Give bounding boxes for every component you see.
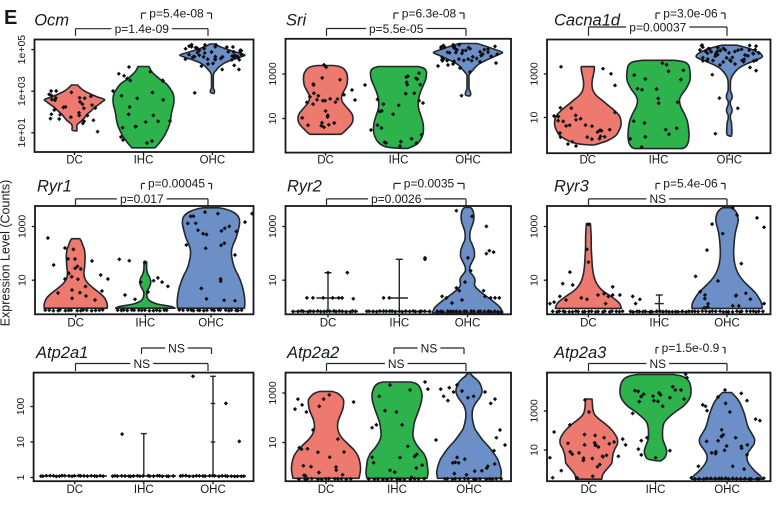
svg-text:Cacna1d: Cacna1d <box>554 12 621 30</box>
svg-text:1e+01: 1e+01 <box>16 118 28 148</box>
svg-text:10: 10 <box>529 274 541 286</box>
svg-text:Ryr1: Ryr1 <box>37 178 72 196</box>
svg-text:DC: DC <box>580 484 597 496</box>
svg-text:1000: 1000 <box>529 215 541 239</box>
svg-text:p=3.0e-06: p=3.0e-06 <box>663 6 718 20</box>
svg-text:E: E <box>4 7 17 29</box>
svg-text:1000: 1000 <box>17 215 29 239</box>
svg-text:Atp2a3: Atp2a3 <box>553 344 607 362</box>
svg-text:DC: DC <box>66 155 83 167</box>
svg-text:NS: NS <box>649 192 666 206</box>
svg-text:Expression Level (Counts): Expression Level (Counts) <box>0 180 13 327</box>
svg-text:OHC: OHC <box>200 155 226 167</box>
svg-text:IHC: IHC <box>646 484 666 496</box>
svg-text:1: 1 <box>15 474 27 480</box>
svg-text:10: 10 <box>529 112 541 124</box>
svg-text:p=0.0035: p=0.0035 <box>404 177 455 191</box>
svg-text:Sri: Sri <box>286 12 308 30</box>
svg-text:IHC: IHC <box>649 155 669 167</box>
svg-text:NS: NS <box>421 341 438 355</box>
svg-text:1e+03: 1e+03 <box>16 76 28 106</box>
svg-text:IHC: IHC <box>389 155 409 167</box>
svg-text:10: 10 <box>267 113 279 125</box>
svg-text:10: 10 <box>267 437 279 449</box>
svg-text:p=0.00037: p=0.00037 <box>629 20 686 34</box>
svg-text:OHC: OHC <box>717 155 743 167</box>
svg-text:p=0.017: p=0.017 <box>120 192 164 206</box>
svg-text:p=5.5e-05: p=5.5e-05 <box>369 22 424 36</box>
svg-text:NS: NS <box>168 341 185 355</box>
svg-text:IHC: IHC <box>134 155 154 167</box>
svg-text:Atp2a2: Atp2a2 <box>286 344 339 362</box>
svg-text:p=0.0026: p=0.0026 <box>371 192 422 206</box>
svg-text:OHC: OHC <box>714 484 740 496</box>
svg-text:DC: DC <box>580 317 597 329</box>
svg-text:NS: NS <box>388 357 405 371</box>
svg-text:OHC: OHC <box>198 317 224 329</box>
svg-text:DC: DC <box>67 317 84 329</box>
svg-text:OHC: OHC <box>200 484 226 496</box>
svg-text:DC: DC <box>317 155 334 167</box>
svg-text:Ocm: Ocm <box>34 12 69 30</box>
svg-text:DC: DC <box>579 155 596 167</box>
svg-text:Ryr2: Ryr2 <box>287 178 322 196</box>
svg-text:DC: DC <box>320 317 337 329</box>
svg-text:1000: 1000 <box>529 62 541 86</box>
svg-text:10: 10 <box>529 444 541 456</box>
svg-text:p=5.4e-08: p=5.4e-08 <box>149 6 204 20</box>
svg-text:DC: DC <box>66 484 83 496</box>
svg-text:IHC: IHC <box>135 317 155 329</box>
svg-text:IHC: IHC <box>649 317 669 329</box>
svg-text:p=1.4e-09: p=1.4e-09 <box>115 22 170 36</box>
svg-text:p=1.5e-0.9: p=1.5e-0.9 <box>662 341 720 355</box>
svg-text:10: 10 <box>15 436 27 448</box>
svg-text:1000: 1000 <box>267 215 279 239</box>
svg-text:p=5.4e-06: p=5.4e-06 <box>663 177 718 191</box>
svg-text:NS: NS <box>133 357 150 371</box>
svg-text:p=6.3e-08: p=6.3e-08 <box>402 6 457 20</box>
svg-text:OHC: OHC <box>455 317 481 329</box>
svg-text:10: 10 <box>267 274 279 286</box>
svg-text:OHC: OHC <box>455 155 481 167</box>
svg-text:1000: 1000 <box>529 399 541 423</box>
svg-text:1e+05: 1e+05 <box>16 35 28 65</box>
svg-text:100: 100 <box>15 398 27 416</box>
svg-text:1000: 1000 <box>267 62 279 86</box>
svg-text:IHC: IHC <box>389 317 409 329</box>
svg-text:NS: NS <box>649 357 666 371</box>
svg-text:Atp2a1: Atp2a1 <box>35 344 88 362</box>
svg-text:OHC: OHC <box>456 484 482 496</box>
svg-text:IHC: IHC <box>387 484 407 496</box>
svg-text:p=0.00045: p=0.00045 <box>148 177 205 191</box>
svg-text:Ryr3: Ryr3 <box>554 178 590 196</box>
svg-text:DC: DC <box>318 484 335 496</box>
svg-text:10: 10 <box>17 274 29 286</box>
svg-text:OHC: OHC <box>714 317 740 329</box>
svg-text:1000: 1000 <box>267 381 279 405</box>
svg-text:IHC: IHC <box>134 484 154 496</box>
